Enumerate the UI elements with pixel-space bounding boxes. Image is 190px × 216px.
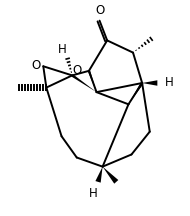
Polygon shape (103, 167, 118, 184)
Polygon shape (88, 70, 97, 92)
Polygon shape (128, 82, 143, 104)
Text: O: O (95, 4, 104, 17)
Text: H: H (89, 187, 98, 200)
Text: O: O (73, 64, 82, 77)
Text: H: H (165, 76, 174, 89)
Text: O: O (31, 59, 40, 72)
Text: H: H (58, 43, 67, 56)
Polygon shape (142, 80, 157, 86)
Polygon shape (95, 167, 103, 183)
Polygon shape (71, 74, 97, 92)
